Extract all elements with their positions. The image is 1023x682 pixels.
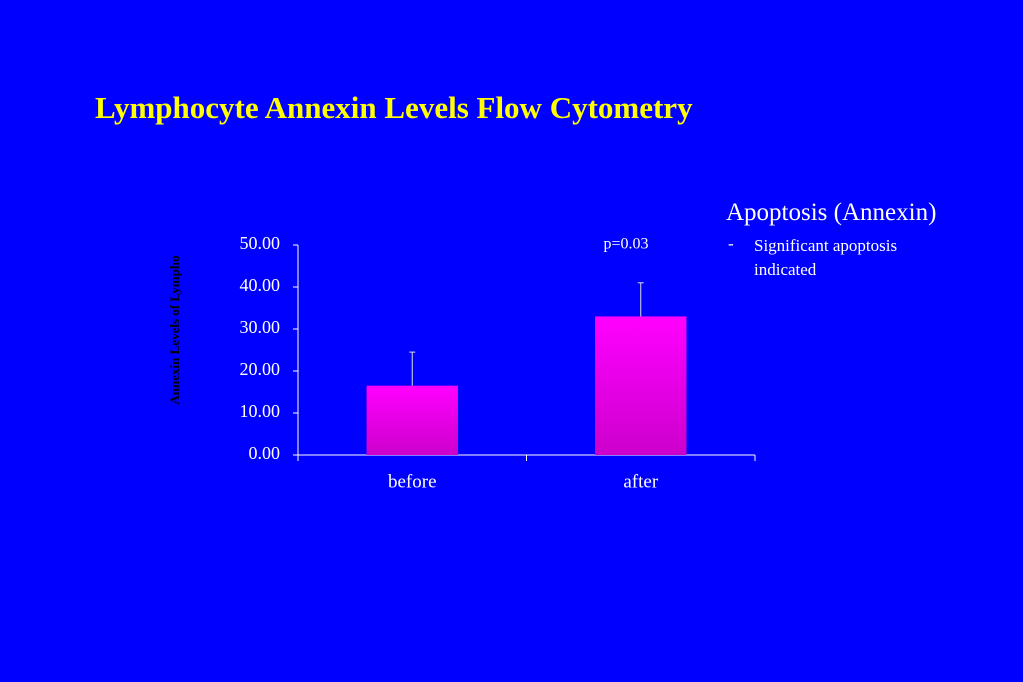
y-tick-label: 0.00: [249, 443, 281, 463]
x-tick-label: before: [388, 471, 437, 492]
notes-heading: Apoptosis (Annexin): [726, 199, 937, 226]
y-tick-label: 30.00: [240, 317, 281, 337]
y-axis-label: Annexin Levels of Lympho: [167, 255, 182, 404]
x-tick-label: after: [623, 471, 658, 492]
bar: [595, 316, 687, 455]
y-tick-label: 50.00: [240, 233, 281, 253]
annotation: p=0.03: [603, 236, 648, 253]
y-tick-label: 40.00: [240, 275, 281, 295]
y-tick-label: 20.00: [240, 359, 281, 379]
bullet-text: Significant apoptosis indicated: [754, 236, 898, 279]
bar: [366, 385, 458, 455]
y-tick-label: 10.00: [240, 401, 281, 421]
chart-title: Lymphocyte Annexin Levels Flow Cytometry: [95, 90, 693, 125]
bullet-marker: -: [728, 234, 734, 253]
